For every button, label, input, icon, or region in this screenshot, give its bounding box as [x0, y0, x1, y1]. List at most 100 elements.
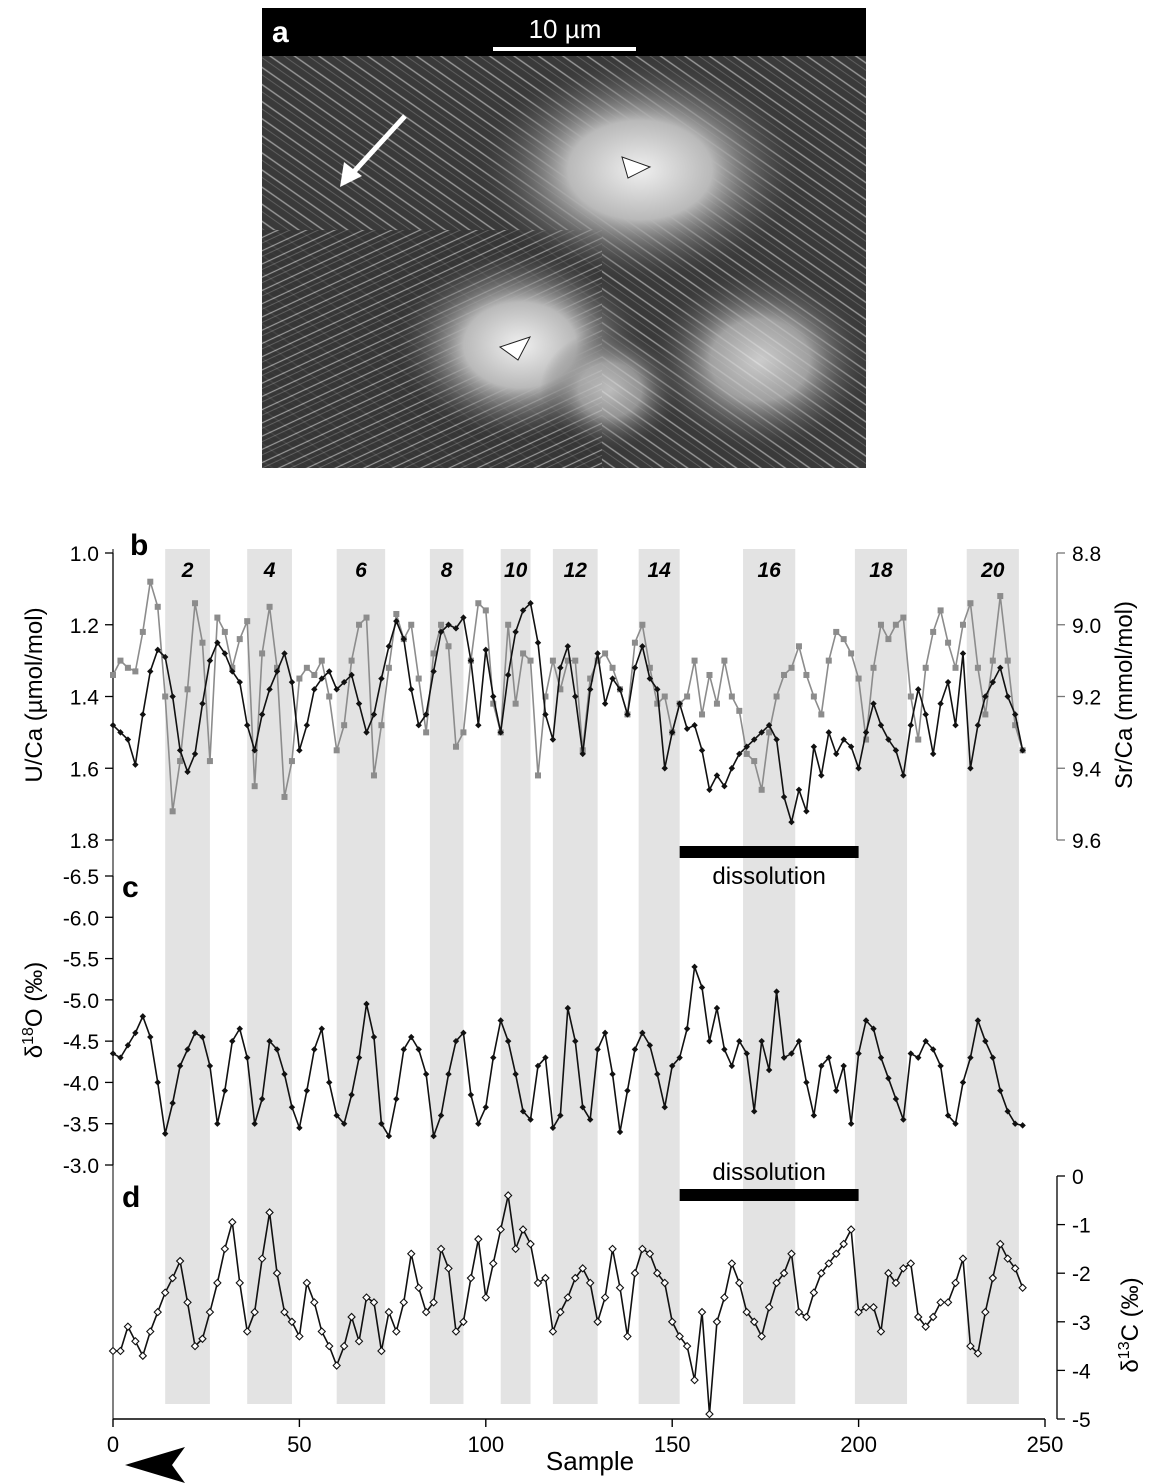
- band-label: 6: [355, 559, 367, 582]
- sr-ca-point: [721, 657, 728, 664]
- d13c-point: [1018, 1283, 1027, 1293]
- d18o-point: [348, 1091, 355, 1099]
- y-tick-label: -3.0: [63, 1155, 99, 1178]
- d18o-point: [773, 988, 780, 995]
- sr-ca-point: [691, 657, 698, 664]
- u-ca-point: [818, 772, 825, 779]
- u-ca-point: [929, 750, 937, 758]
- d13c-point: [451, 1327, 461, 1336]
- d13c-point: [228, 1217, 237, 1227]
- sr-ca-point: [311, 671, 318, 678]
- d13c-point: [503, 1191, 513, 1200]
- d13c-point: [630, 1268, 640, 1278]
- d13c-point: [160, 1288, 170, 1297]
- y-tick-label: 1.4: [70, 687, 100, 710]
- u-ca-point: [490, 693, 497, 700]
- u-ca-point: [549, 736, 557, 743]
- d13c-point: [831, 1249, 841, 1259]
- sr-ca-point: [766, 729, 773, 736]
- u-ca-point: [437, 628, 445, 636]
- d13c-point: [384, 1307, 394, 1317]
- sr-ca-point: [288, 758, 295, 765]
- d18o-point: [669, 1062, 676, 1070]
- sr-ca-point: [781, 671, 788, 678]
- d18o-point: [765, 1066, 773, 1074]
- sr-ca-point: [534, 772, 541, 779]
- u-ca-point: [907, 722, 914, 729]
- u-ca-point: [728, 765, 736, 772]
- d18o-point: [728, 1062, 736, 1070]
- u-ca-point: [646, 675, 654, 682]
- y-tick-label: 0: [1072, 1166, 1084, 1189]
- u-ca-point: [340, 678, 348, 686]
- d13c-point: [958, 1254, 968, 1263]
- sr-ca-point: [639, 621, 646, 628]
- sr-ca-point: [333, 747, 340, 754]
- d13c-point: [884, 1268, 893, 1278]
- sr-ca-point: [206, 758, 213, 765]
- sr-ca-point: [542, 693, 549, 700]
- d13c-point: [570, 1273, 580, 1283]
- sr-ca-point: [445, 643, 452, 650]
- u-ca-point: [124, 736, 132, 743]
- d13c-point: [757, 1332, 766, 1341]
- d18o-point: [631, 1046, 639, 1053]
- sr-ca-point: [915, 736, 922, 743]
- d13c-point: [1010, 1264, 1020, 1273]
- x-tick-label: 250: [1027, 1432, 1064, 1457]
- u-ca-point: [266, 686, 273, 693]
- d13c-point: [377, 1346, 386, 1356]
- u-ca-point: [475, 722, 482, 729]
- u-ca-point: [430, 668, 437, 675]
- dissolution-label: dissolution: [712, 863, 825, 890]
- d13c-point: [802, 1312, 811, 1322]
- d18o-point: [452, 1037, 460, 1045]
- arrow-icon: [340, 114, 407, 187]
- sr-ca-point: [594, 657, 601, 664]
- sr-ca-point: [840, 636, 847, 643]
- d18o-point: [982, 1037, 989, 1045]
- sr-ca-point: [997, 593, 1004, 600]
- y-tick-label: 1.6: [70, 758, 99, 781]
- u-ca-point: [497, 729, 504, 736]
- growth-direction-arrow-icon: [125, 1447, 185, 1483]
- u-ca-point: [594, 650, 601, 657]
- d18o-point: [810, 1112, 818, 1119]
- u-ca-point: [713, 772, 721, 779]
- d18o-point: [959, 1079, 967, 1086]
- u-ca-point: [624, 711, 631, 718]
- d13c-point: [645, 1249, 655, 1259]
- sr-ca-point: [512, 700, 519, 707]
- y-tick-label: -2: [1072, 1263, 1091, 1286]
- u-ca-point: [378, 675, 385, 682]
- d13c-point: [153, 1307, 163, 1317]
- d13c-point: [362, 1293, 371, 1302]
- sr-ca-point: [863, 736, 870, 743]
- u-ca-point: [855, 765, 862, 772]
- sr-ca-point: [452, 743, 459, 750]
- sr-ca-point: [945, 639, 952, 646]
- u-ca-point: [840, 736, 847, 743]
- y-tick-label: -4.5: [63, 1031, 99, 1054]
- d18o-point: [929, 1046, 937, 1053]
- sr-ca-point: [408, 621, 415, 628]
- d13c-point: [593, 1317, 602, 1327]
- d18o-point: [303, 1087, 311, 1094]
- sr-ca-point: [281, 793, 288, 800]
- sr-ca-point: [460, 729, 467, 736]
- u-ca-point: [176, 747, 184, 754]
- d18o-point: [855, 1050, 862, 1057]
- panel-a: a 10 µm: [262, 8, 870, 468]
- d13c-point: [287, 1317, 297, 1327]
- d13c-point: [712, 1317, 722, 1327]
- sr-ca-point: [527, 657, 534, 664]
- y-tick-label: -3.5: [63, 1114, 99, 1137]
- sr-ca-point: [438, 621, 445, 628]
- d18o-point: [803, 1079, 810, 1086]
- sr-ca-point: [430, 650, 437, 657]
- d18o-point: [616, 1128, 624, 1136]
- u-ca-point: [326, 668, 333, 675]
- y-tick-label: -1: [1072, 1215, 1091, 1238]
- y-tick-label: 1.0: [70, 543, 99, 566]
- d18o-point: [586, 1116, 594, 1123]
